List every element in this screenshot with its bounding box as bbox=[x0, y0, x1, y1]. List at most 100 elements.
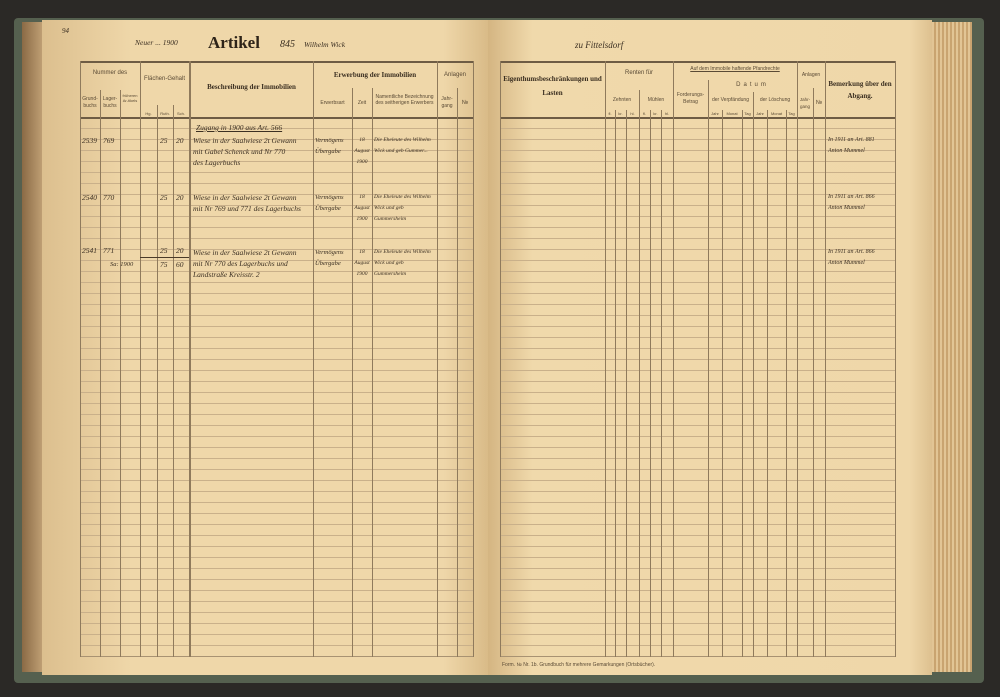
grundbuch-number: 2540 bbox=[82, 193, 97, 202]
zeit: August bbox=[354, 148, 370, 154]
col-zehnten-hl: hl. bbox=[630, 111, 635, 116]
col-nr-right: № bbox=[815, 100, 823, 106]
area-sch: 20 bbox=[176, 136, 184, 145]
description-cell: Wiese in der Saalwiese 2t Gewann mit Gab… bbox=[193, 135, 311, 168]
erwerber: Wick und geb bbox=[374, 205, 404, 211]
total-ruth: 75 bbox=[160, 260, 168, 269]
col-forderung: Forderungs-Betrag bbox=[676, 92, 705, 105]
erwerbsart: Übergabe bbox=[315, 148, 341, 155]
col-verpfaendung-tag: Tag bbox=[744, 111, 751, 116]
erwerbsart-cell: Vermögens Übergabe bbox=[315, 135, 351, 157]
remark-cell: In 1911 an Art. 866 Anton Mummel bbox=[828, 192, 894, 214]
col-verpfaendung-monat: Monat bbox=[726, 111, 738, 116]
col-fruehere: früheren Ar-tikels bbox=[122, 93, 138, 103]
page-title: Artikel bbox=[208, 33, 260, 52]
erwerber-cell: Die Eheleute des Wilhelm Wick und geb Gu… bbox=[374, 135, 436, 157]
remark-cell: In 1911 an Art. 881 Anton Mummel bbox=[828, 135, 894, 157]
col-pfandrechte: Auf dem Immobile haftende Pfandrechte bbox=[690, 66, 780, 72]
lagerbuch-number: 769 bbox=[103, 136, 115, 145]
erwerber: Gummersheim bbox=[374, 216, 407, 222]
col-verpfaendung-jahr: Jahr bbox=[711, 111, 719, 116]
erwerbsart: Übergabe bbox=[315, 205, 341, 212]
zeit-cell: 18 August 1900 bbox=[353, 192, 371, 225]
col-loeschung: der Löschung bbox=[759, 97, 791, 103]
erwerber-cell: Die Eheleute des Wilhelm Wick und geb Gu… bbox=[374, 192, 436, 225]
remark: Anton Mummel bbox=[828, 260, 865, 266]
zeit: 1900 bbox=[356, 216, 368, 222]
col-zehnten-kr: kr. bbox=[618, 111, 623, 116]
erwerber-cell: Die Eheleute des Wilhelm Wick und geb Gu… bbox=[374, 247, 436, 280]
ledger-grid-right bbox=[500, 118, 895, 656]
zeit-cell: 18 August 1900 bbox=[353, 247, 371, 280]
zeit: 1900 bbox=[356, 159, 368, 165]
remark-cell: In 1911 an Art. 866 Anton Mummel bbox=[828, 247, 894, 269]
col-muehlen-hl: hl. bbox=[664, 111, 670, 116]
erwerbsart-cell: Vermögens Übergabe bbox=[315, 247, 351, 269]
description-line: Wiese in der Saalwiese 2t Gewann bbox=[193, 248, 297, 257]
remark: In 1911 an Art. 881 bbox=[828, 137, 875, 143]
erwerber: Wick und geb bbox=[374, 260, 404, 266]
page-number: 94 bbox=[62, 27, 69, 35]
remark: In 1911 an Art. 866 bbox=[828, 249, 875, 255]
erwerbsart: Vermögens bbox=[315, 194, 344, 201]
description-line: mit Nr 769 und 771 des Lagerbuchs bbox=[193, 204, 301, 213]
col-datum: Datum bbox=[736, 82, 769, 88]
ledger-grid-left bbox=[80, 118, 473, 656]
col-anlagen: Anlagen bbox=[443, 72, 467, 78]
place-note: zu Fittelsdorf bbox=[575, 40, 624, 50]
area-sch: 20 bbox=[176, 246, 184, 255]
erwerbsart: Vermögens bbox=[315, 249, 344, 256]
col-muehlen-fl: fl. bbox=[642, 111, 647, 116]
zeit: 18 bbox=[359, 249, 365, 255]
zeit: 1900 bbox=[356, 271, 368, 277]
description-line: Wiese in der Saalwiese 2t Gewann bbox=[193, 136, 297, 145]
page-stack-right bbox=[930, 22, 972, 672]
lagerbuch-number: 771 bbox=[103, 246, 115, 255]
heading-entry: Zugang in 1900 aus Art. 566 bbox=[196, 123, 283, 132]
col-zeit: Zeit bbox=[357, 100, 367, 106]
erwerber: Die Eheleute des Wilhelm bbox=[374, 249, 431, 255]
total-sch: 60 bbox=[176, 260, 184, 269]
lagerbuch-number: 770 bbox=[103, 193, 115, 202]
description-line: Landstraße Kreisstr. 2 bbox=[193, 270, 260, 279]
description-line: Wiese in der Saalwiese 2t Gewann bbox=[193, 193, 297, 202]
col-nr: № bbox=[461, 100, 469, 106]
grundbuch-number: 2541 bbox=[82, 246, 97, 255]
erwerber: Die Eheleute des Wilhelm bbox=[374, 194, 431, 200]
col-zehnten: Zehnten bbox=[612, 97, 632, 103]
col-nummer: Nummer des bbox=[92, 70, 128, 76]
col-loeschung-tag: Tag bbox=[788, 111, 795, 116]
form-footer: Form. № Nr. 1b. Grundbuch für mehrere Ge… bbox=[502, 662, 656, 668]
col-grundbuch: Grund-buchs bbox=[82, 96, 98, 109]
col-ha: Hg. bbox=[145, 111, 152, 116]
remark: Anton Mummel bbox=[828, 205, 865, 211]
col-beschreibung: Beschreibung der Immobilien bbox=[207, 83, 296, 91]
col-loeschung-jahr: Jahr bbox=[756, 111, 764, 116]
area-sch: 20 bbox=[176, 193, 184, 202]
description-line: mit Nr 770 des Lagerbuchs und bbox=[193, 259, 288, 268]
erwerbsart: Übergabe bbox=[315, 260, 341, 267]
col-anlagen-right: Anlagen bbox=[801, 72, 821, 78]
zeit: August bbox=[354, 260, 370, 266]
zeit-cell: 18 August 1900 bbox=[353, 135, 371, 168]
col-jahrgang: Jahr-gang bbox=[441, 96, 453, 109]
col-jahrgang-right: Jahr-gang bbox=[799, 97, 811, 109]
erwerbsart-cell: Vermögens Übergabe bbox=[315, 192, 351, 214]
col-verpfaendung: der Verpfändung bbox=[712, 97, 749, 103]
erwerber: Die Eheleute des Wilhelm bbox=[374, 137, 431, 143]
col-erwerbsart: Erwerbsart bbox=[320, 100, 345, 106]
grundbuch-number: 2539 bbox=[82, 136, 97, 145]
article-number: 845 bbox=[280, 39, 295, 50]
zeit: August bbox=[354, 205, 370, 211]
col-flaechen: Flächen-Gehalt bbox=[143, 76, 186, 82]
col-bezeichnung: Namentliche Bezeichnung des seitherigen … bbox=[375, 94, 434, 106]
sum-label: Sa: 1900 bbox=[110, 261, 134, 268]
owner-name: Wilhelm Wick bbox=[304, 40, 346, 49]
description-line: des Lagerbuchs bbox=[193, 158, 241, 167]
area-ruth: 25 bbox=[160, 136, 168, 145]
col-bemerkung: Bemerkung über den Abgang. bbox=[828, 80, 892, 100]
col-renten: Renten für bbox=[624, 70, 654, 76]
col-erwerbung: Erwerbung der Immobilien bbox=[333, 71, 417, 79]
header-note: Neuer ... 1900 bbox=[135, 38, 178, 47]
col-muehlen: Mühlen bbox=[647, 97, 665, 103]
